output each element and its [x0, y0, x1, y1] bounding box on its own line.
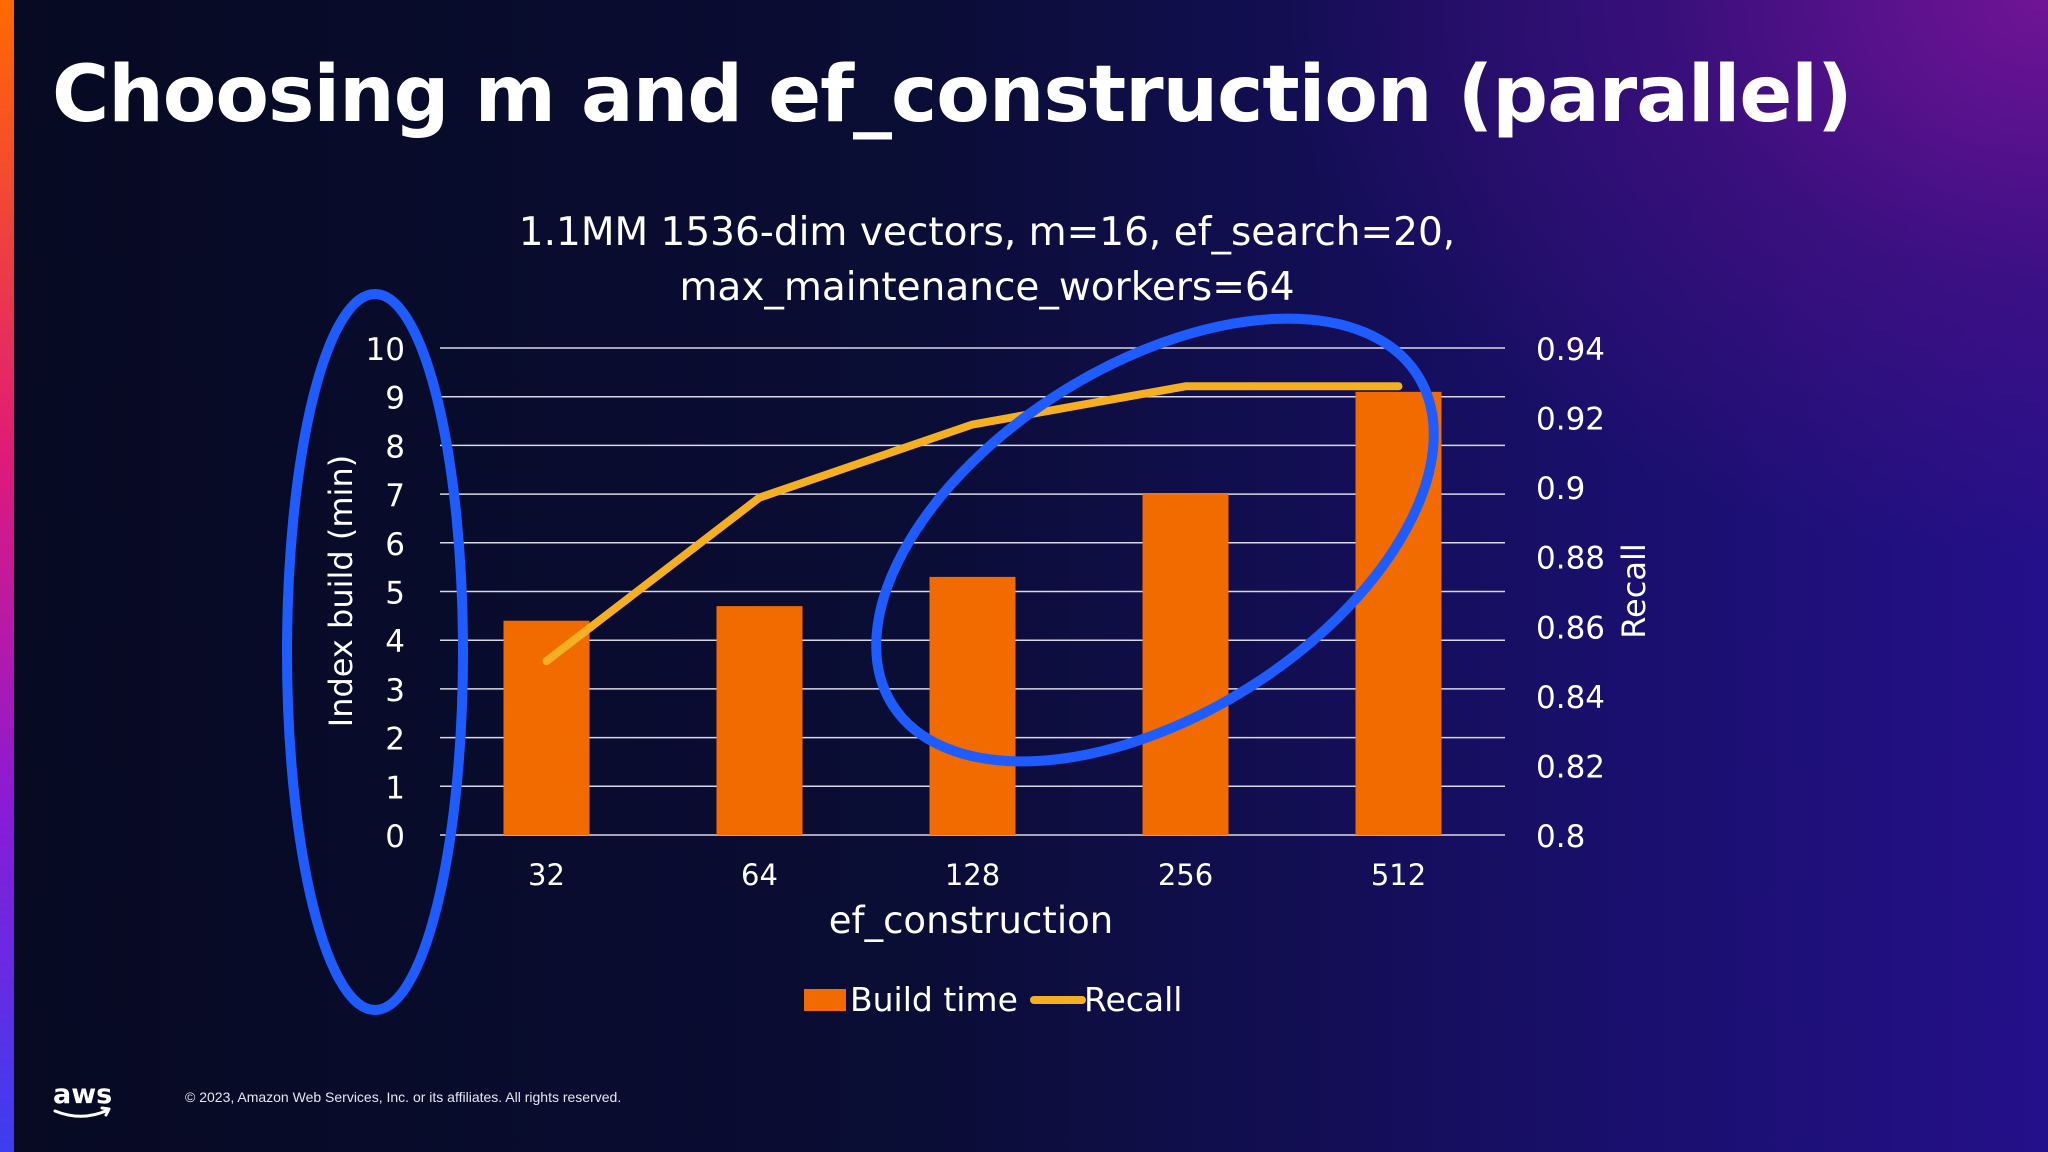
y-tick-label: 6	[385, 527, 405, 563]
right-axis-ticks: 0.8 0.82 0.84 0.86 0.88 0.9 0.92 0.94	[1536, 332, 1605, 855]
y2-tick-label: 0.94	[1536, 332, 1605, 368]
y2-tick-label: 0.8	[1536, 819, 1585, 855]
accent-bar	[0, 0, 14, 1152]
highlight-ellipse-right-bars	[871, 313, 1439, 767]
bar-build-time-128	[929, 576, 1016, 835]
x-tick-label: 32	[528, 858, 565, 892]
y-tick-label: 1	[385, 770, 405, 806]
y-tick-label: 5	[385, 576, 405, 612]
y2-tick-label: 0.82	[1536, 749, 1605, 785]
y2-tick-label: 0.9	[1536, 471, 1585, 507]
bar-build-time-32	[503, 620, 590, 835]
line-series	[542, 382, 1403, 666]
legend-label-recall: Recall	[1084, 980, 1182, 1019]
y-tick-label: 10	[366, 332, 405, 368]
y2-tick-label: 0.84	[1536, 680, 1605, 716]
legend-swatch-build-time	[804, 989, 846, 1011]
x-tick-label: 512	[1371, 858, 1426, 892]
chart-title-line-2: max_maintenance_workers=64	[679, 265, 1294, 310]
aws-logo-text: aws	[53, 1079, 112, 1110]
x-axis-label: ef_construction	[829, 899, 1113, 942]
x-axis-ticks: 32 64 128 256 512	[528, 858, 1426, 892]
bar-build-time-256	[1142, 494, 1229, 835]
y-tick-label: 0	[385, 819, 405, 855]
aws-logo: aws	[53, 1079, 112, 1118]
bar-series	[503, 391, 1442, 835]
highlight-ellipse-left-axis	[282, 289, 468, 1015]
y-tick-label: 9	[385, 381, 405, 417]
y2-tick-label: 0.86	[1536, 610, 1605, 646]
legend: Build time Recall	[804, 980, 1182, 1019]
y-tick-label: 4	[385, 624, 405, 660]
bar-build-time-64	[716, 606, 803, 835]
x-tick-label: 128	[945, 858, 1000, 892]
y2-tick-label: 0.88	[1536, 541, 1605, 577]
y-tick-label: 2	[385, 722, 405, 758]
x-tick-label: 64	[741, 858, 778, 892]
y-tick-label: 3	[385, 673, 405, 709]
y-axis-label: Index build (min)	[322, 455, 360, 727]
x-tick-label: 256	[1158, 858, 1213, 892]
chart-title-line-1: 1.1MM 1536-dim vectors, m=16, ef_search=…	[519, 210, 1455, 255]
y-tick-label: 7	[385, 478, 405, 514]
legend-label-build-time: Build time	[850, 980, 1018, 1019]
y-tick-label: 8	[385, 429, 405, 465]
y2-axis-label: Recall	[1615, 543, 1653, 638]
left-axis-ticks: 0 1 2 3 4 5 6 7 8 9 10	[366, 332, 405, 855]
copyright-text: © 2023, Amazon Web Services, Inc. or its…	[185, 1089, 622, 1105]
slide-title: Choosing m and ef_construction (parallel…	[52, 50, 1853, 140]
y2-tick-label: 0.92	[1536, 402, 1605, 438]
